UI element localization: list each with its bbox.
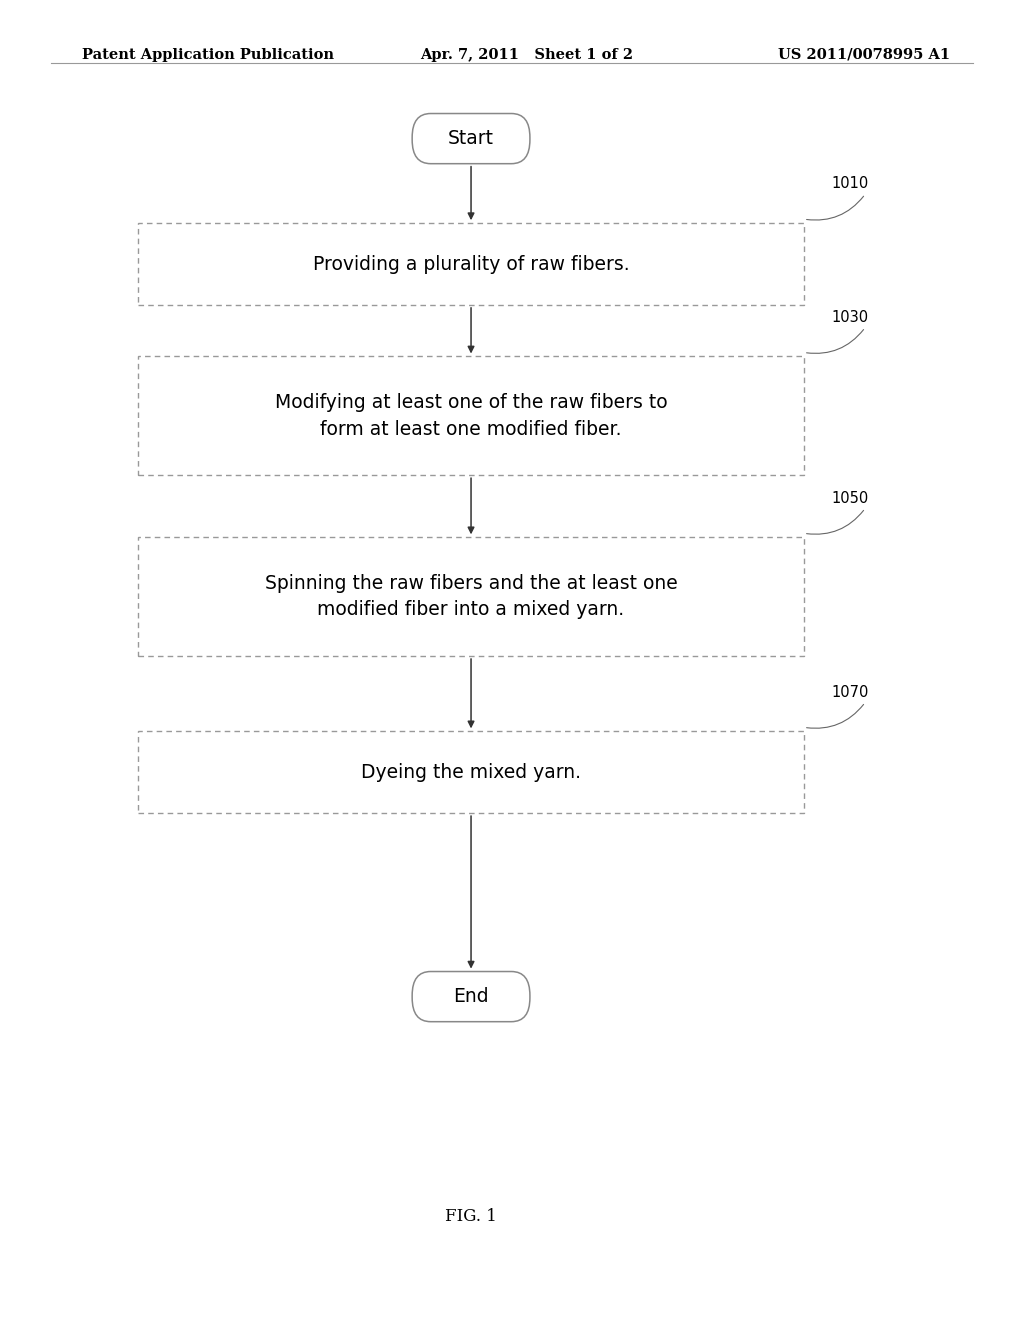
FancyBboxPatch shape [412, 114, 530, 164]
Bar [138, 731, 804, 813]
Bar [138, 223, 804, 305]
Bar [138, 537, 804, 656]
Bar [138, 356, 804, 475]
Text: End: End [454, 987, 488, 1006]
Text: 1010: 1010 [831, 177, 868, 191]
Text: Modifying at least one of the raw fibers to
form at least one modified fiber.: Modifying at least one of the raw fibers… [274, 393, 668, 438]
Text: 1050: 1050 [831, 491, 868, 506]
FancyBboxPatch shape [412, 972, 530, 1022]
Text: Start: Start [449, 129, 494, 148]
Text: Spinning the raw fibers and the at least one
modified fiber into a mixed yarn.: Spinning the raw fibers and the at least… [264, 574, 678, 619]
Text: Dyeing the mixed yarn.: Dyeing the mixed yarn. [361, 763, 581, 781]
Text: Apr. 7, 2011   Sheet 1 of 2: Apr. 7, 2011 Sheet 1 of 2 [420, 48, 633, 62]
Text: 1030: 1030 [831, 310, 868, 325]
Text: 1070: 1070 [831, 685, 868, 700]
Text: Providing a plurality of raw fibers.: Providing a plurality of raw fibers. [312, 255, 630, 273]
Text: Patent Application Publication: Patent Application Publication [82, 48, 334, 62]
Text: US 2011/0078995 A1: US 2011/0078995 A1 [778, 48, 950, 62]
Text: FIG. 1: FIG. 1 [445, 1208, 497, 1225]
